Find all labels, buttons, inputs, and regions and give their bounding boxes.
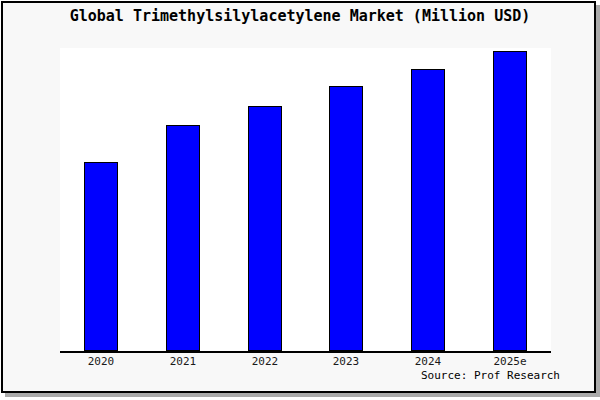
x-tick-label-2025e: 2025e (470, 355, 550, 368)
x-tick-label-2022: 2022 (225, 355, 305, 368)
bar-2022 (248, 106, 282, 351)
bar-2020 (84, 162, 118, 351)
x-axis-line (60, 351, 551, 353)
chart-title: Global Trimethylsilylacetylene Market (M… (0, 7, 600, 25)
x-tick-label-2021: 2021 (143, 355, 223, 368)
x-tick-label-2024: 2024 (388, 355, 468, 368)
x-tick-label-2020: 2020 (61, 355, 141, 368)
bar-2023 (329, 86, 363, 351)
bar-2021 (166, 125, 200, 351)
plot-area (60, 48, 551, 351)
chart-canvas: Global Trimethylsilylacetylene Market (M… (0, 0, 600, 400)
bar-2025e (493, 51, 527, 351)
source-note: Source: Prof Research (421, 369, 560, 382)
x-tick-label-2023: 2023 (306, 355, 386, 368)
bar-2024 (411, 69, 445, 351)
